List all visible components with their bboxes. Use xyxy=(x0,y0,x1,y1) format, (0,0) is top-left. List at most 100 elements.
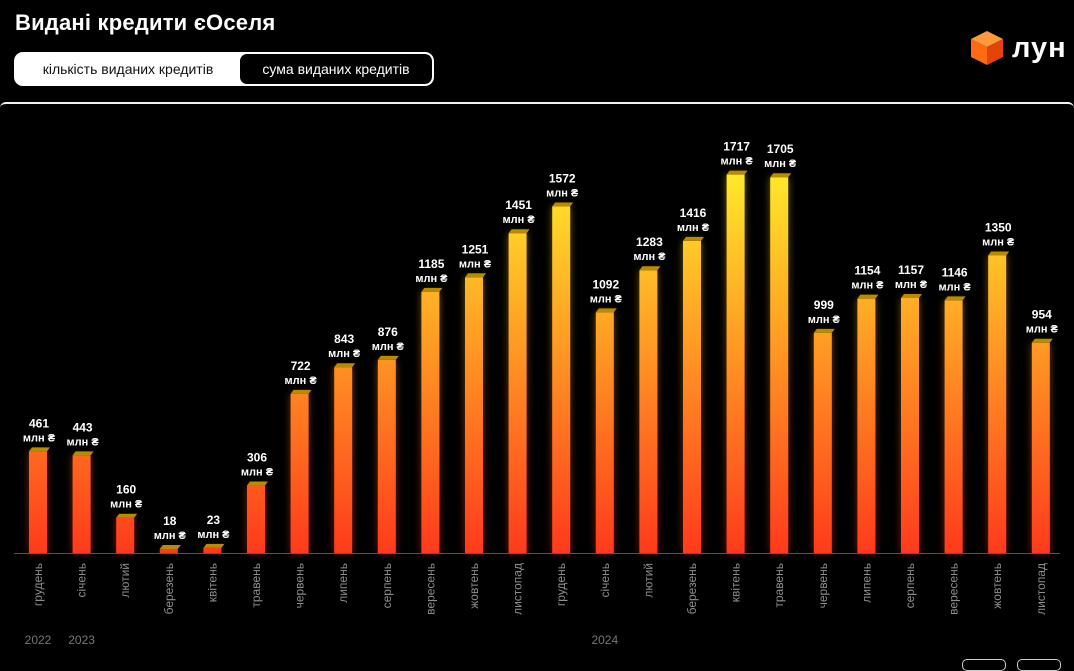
bar-unit-label: млн ₴ xyxy=(23,432,56,444)
bar-unit-label: млн ₴ xyxy=(677,222,710,234)
bar-unit-label: млн ₴ xyxy=(851,280,884,292)
bar-value-label: 1350 xyxy=(985,220,1012,234)
bar-unit-label: млн ₴ xyxy=(721,156,754,168)
bar-cap xyxy=(29,447,50,452)
bar-value-label: 1157 xyxy=(898,263,924,277)
x-tick-label: серпень xyxy=(903,563,917,608)
bar-value-label: 160 xyxy=(116,483,136,497)
bar-cap xyxy=(1031,338,1053,343)
bar-value-label: 999 xyxy=(814,298,834,312)
bar-value-label: 876 xyxy=(378,325,398,339)
toggle-sum-option[interactable]: сума виданих кредитів xyxy=(240,54,432,84)
bar-cap xyxy=(770,173,792,178)
x-tick-label: лютий xyxy=(641,563,655,598)
bar-unit-label: млн ₴ xyxy=(67,436,100,448)
x-tick-label: червень xyxy=(293,563,307,608)
x-tick-label: грудень xyxy=(554,563,568,606)
bar-value-label: 1185 xyxy=(418,257,444,271)
bar-unit-label: млн ₴ xyxy=(503,214,536,226)
bar xyxy=(683,240,701,553)
bar xyxy=(116,517,135,553)
bar-value-label: 1572 xyxy=(549,172,576,186)
bar-value-label: 1154 xyxy=(854,264,880,278)
bar-unit-label: млн ₴ xyxy=(895,279,928,291)
bar xyxy=(203,547,222,553)
bar xyxy=(72,455,91,553)
bar-cap xyxy=(290,389,312,394)
bar-cap xyxy=(595,308,617,313)
bar-unit-label: млн ₴ xyxy=(459,258,492,270)
bar-cap xyxy=(683,236,704,241)
bottom-control-right[interactable] xyxy=(1017,659,1061,671)
bar xyxy=(334,367,353,553)
bar-cap xyxy=(988,251,1010,256)
toggle-count-option[interactable]: кількість виданих кредитів xyxy=(16,54,240,84)
x-tick-label: листопад xyxy=(1034,563,1048,615)
bar-unit-label: млн ₴ xyxy=(590,293,623,305)
bar xyxy=(508,233,527,554)
year-label: 2024 xyxy=(591,633,618,647)
bar xyxy=(944,300,963,553)
bar xyxy=(290,393,309,553)
bar-cap xyxy=(421,287,443,292)
x-tick-label: червень xyxy=(816,563,830,608)
bar-value-label: 1283 xyxy=(636,235,663,249)
bar-value-label: 954 xyxy=(1032,308,1052,322)
x-tick-label: листопад xyxy=(511,563,525,615)
bar xyxy=(726,174,745,554)
bar xyxy=(595,312,614,553)
bar-cap xyxy=(726,170,748,175)
bar-value-label: 461 xyxy=(29,416,49,430)
year-label: 2022 xyxy=(25,633,52,647)
bar-unit-label: млн ₴ xyxy=(285,375,318,387)
x-tick-label: вересень xyxy=(423,563,437,615)
bar-value-label: 1416 xyxy=(680,206,707,220)
bar-cap xyxy=(639,266,661,271)
bar-cap xyxy=(813,328,835,333)
x-tick-label: жовтень xyxy=(990,563,1004,609)
bar-cap xyxy=(944,296,966,301)
logo-text: лун xyxy=(1012,31,1067,64)
bar-value-label: 1251 xyxy=(462,242,489,256)
bar-cap xyxy=(334,363,356,368)
bar-unit-label: млн ₴ xyxy=(982,236,1015,248)
metric-toggle: кількість виданих кредитів сума виданих … xyxy=(14,52,434,86)
bar-cap xyxy=(377,355,399,360)
bar-unit-label: млн ₴ xyxy=(241,467,274,479)
bar xyxy=(813,332,832,553)
bar-cap xyxy=(72,451,94,456)
bar xyxy=(552,206,571,554)
x-tick-label: травень xyxy=(772,563,786,608)
bottom-control-left[interactable] xyxy=(962,659,1006,671)
bar-value-label: 443 xyxy=(73,420,93,434)
bar-unit-label: млн ₴ xyxy=(764,158,797,170)
bar xyxy=(421,291,440,553)
x-tick-label: липень xyxy=(336,563,350,603)
bar xyxy=(988,255,1007,553)
bar-value-label: 1451 xyxy=(505,198,532,212)
x-tick-label: січень xyxy=(75,563,89,597)
lun-logo[interactable]: лун xyxy=(970,30,1067,66)
bar-unit-label: млн ₴ xyxy=(546,188,579,200)
bar xyxy=(639,270,658,553)
bar-value-label: 1146 xyxy=(942,265,968,279)
bar-unit-label: млн ₴ xyxy=(110,499,143,511)
bar-cap xyxy=(552,202,574,207)
cube-logo-icon xyxy=(971,31,1003,65)
chart-panel xyxy=(0,102,1074,663)
bar xyxy=(377,359,396,553)
bar xyxy=(159,549,178,553)
x-tick-label: лютий xyxy=(118,563,132,598)
bar-unit-label: млн ₴ xyxy=(197,529,230,541)
bar xyxy=(247,485,265,553)
bar xyxy=(29,451,47,553)
bar-value-label: 1092 xyxy=(592,277,619,291)
bar-unit-label: млн ₴ xyxy=(939,281,972,293)
bar xyxy=(770,177,789,553)
bar-value-label: 722 xyxy=(291,359,311,373)
bar-value-label: 306 xyxy=(247,451,267,465)
bar-value-label: 18 xyxy=(163,514,177,528)
bar-cap xyxy=(508,229,530,234)
bar-cap xyxy=(465,273,486,278)
x-tick-label: серпень xyxy=(380,563,394,608)
